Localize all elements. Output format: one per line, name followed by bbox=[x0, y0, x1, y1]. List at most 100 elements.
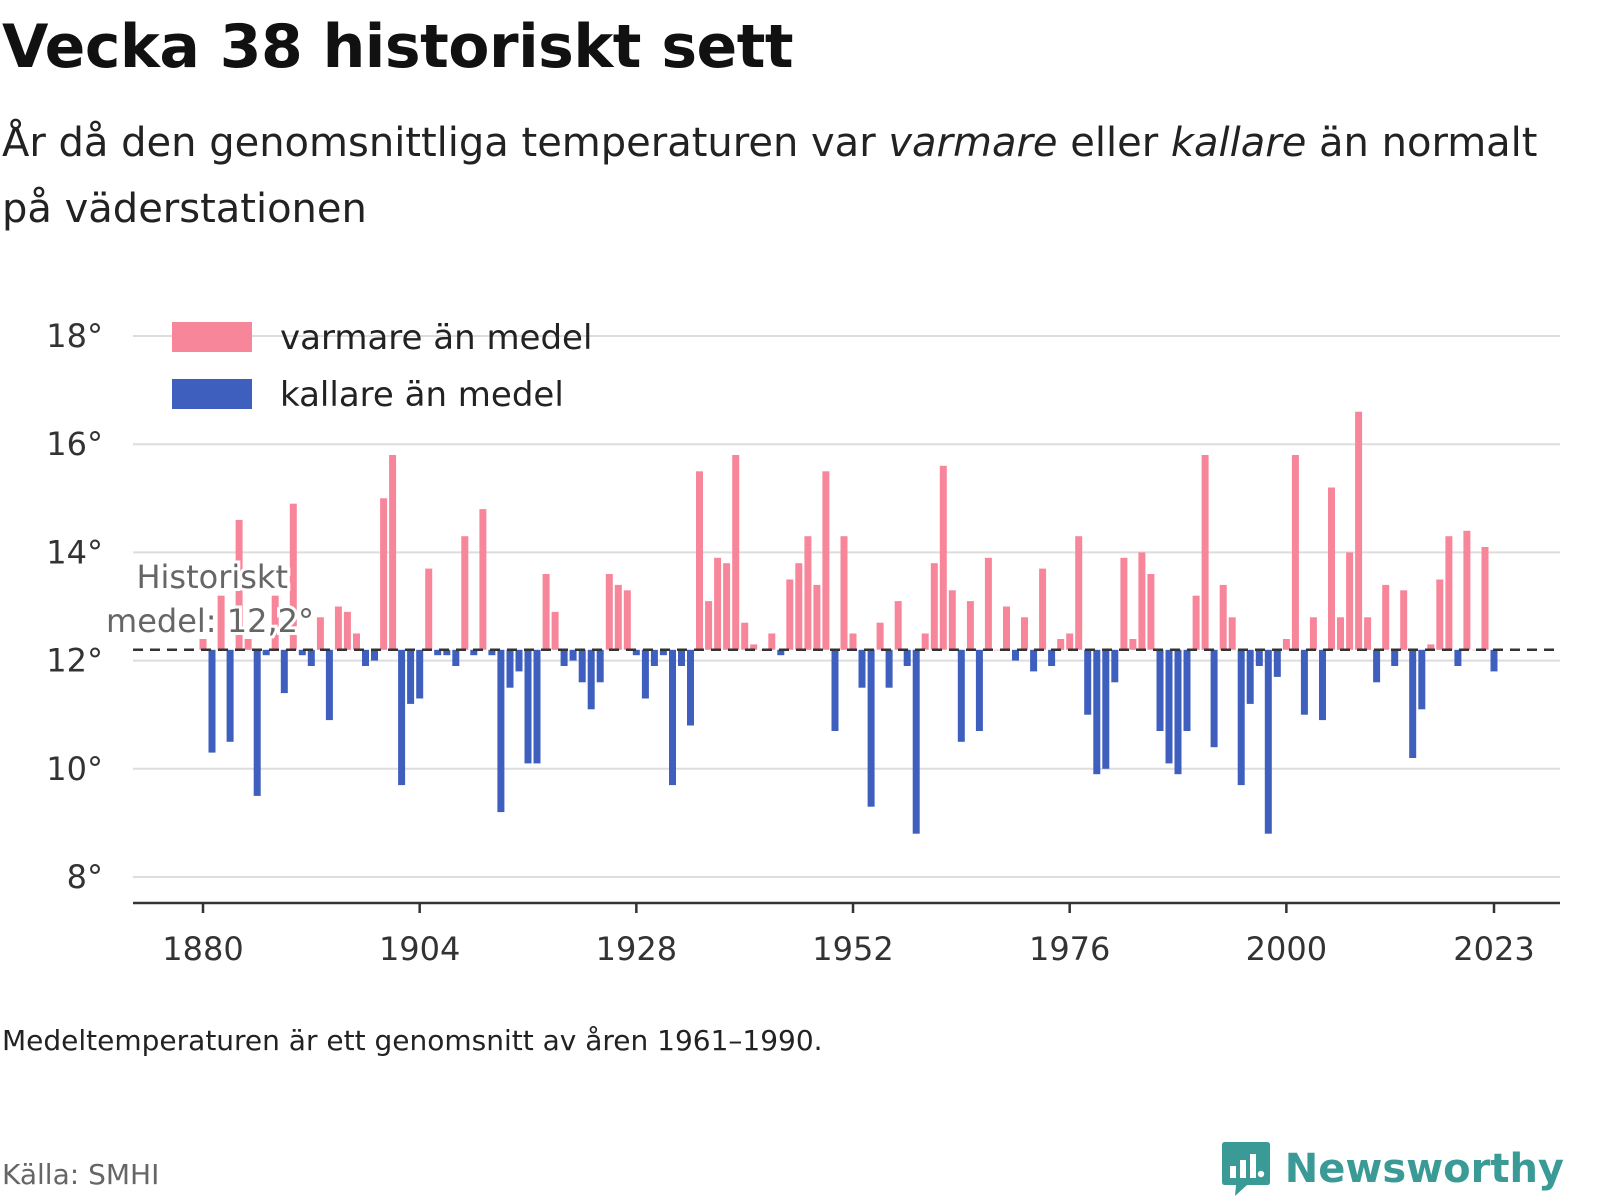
bar-cold bbox=[1030, 649, 1038, 672]
bar-cold bbox=[1373, 649, 1381, 683]
subtitle-part-1: År då den genomsnittliga temperaturen va… bbox=[2, 120, 889, 166]
subtitle-cold-word: kallare bbox=[1170, 120, 1307, 166]
bar-cold bbox=[253, 649, 261, 796]
bar-warm bbox=[705, 601, 713, 650]
bar-cold bbox=[416, 649, 424, 699]
x-tick-label: 1904 bbox=[379, 930, 460, 968]
bar-warm bbox=[966, 601, 974, 650]
bar-warm bbox=[289, 503, 297, 650]
bar-warm bbox=[921, 633, 929, 650]
subtitle-part-3: än normalt på väderstationen bbox=[2, 120, 1538, 232]
x-tick-label: 1880 bbox=[162, 930, 243, 968]
mean-reference: Historiskt medel: 12,2° bbox=[103, 555, 1560, 652]
bar-warm bbox=[551, 611, 559, 650]
bar-warm bbox=[1346, 552, 1354, 650]
bar-cold bbox=[1454, 649, 1462, 666]
y-tick-label: 16° bbox=[46, 425, 103, 463]
bar-cold bbox=[1165, 649, 1173, 764]
bar-cold bbox=[858, 649, 866, 688]
bar-cold bbox=[831, 649, 839, 731]
bar-warm bbox=[542, 574, 550, 650]
bar-warm bbox=[1201, 455, 1209, 650]
bar-warm bbox=[804, 536, 812, 650]
bar-warm bbox=[1147, 574, 1155, 650]
chart-subtitle: År då den genomsnittliga temperaturen va… bbox=[2, 110, 1562, 242]
bar-warm bbox=[353, 633, 360, 650]
bar-cold bbox=[560, 649, 568, 666]
bar-cold bbox=[1273, 649, 1281, 677]
bar-warm bbox=[1192, 595, 1200, 650]
bar-cold bbox=[1084, 649, 1092, 715]
bar-warm bbox=[994, 649, 1001, 651]
bar-cold bbox=[434, 649, 442, 656]
bar-cold bbox=[1246, 649, 1254, 704]
x-tick-label: 1928 bbox=[596, 930, 677, 968]
bar-warm bbox=[948, 590, 956, 650]
bar-cold bbox=[1237, 649, 1245, 786]
bar-warm bbox=[334, 606, 342, 650]
subtitle-warm-word: varmare bbox=[888, 120, 1058, 166]
y-tick-label: 8° bbox=[67, 858, 103, 896]
legend-swatch-cold bbox=[172, 379, 252, 409]
x-tick-label: 2000 bbox=[1246, 930, 1327, 968]
x-tick-label: 1952 bbox=[812, 930, 893, 968]
bar-cold bbox=[1048, 649, 1056, 666]
bar-warm bbox=[1138, 552, 1146, 650]
bar-cold bbox=[587, 649, 595, 710]
brand-logo: Newsworthy bbox=[1221, 1140, 1564, 1198]
bar-warm bbox=[1120, 557, 1128, 650]
bar-warm bbox=[1481, 547, 1489, 650]
y-tick-label: 14° bbox=[46, 533, 103, 571]
y-tick-label: 18° bbox=[46, 317, 103, 355]
bar-warm bbox=[696, 471, 703, 650]
bar-warm bbox=[1282, 639, 1290, 650]
bar-cold bbox=[362, 649, 369, 666]
bar-warm bbox=[723, 563, 731, 650]
bar-warm bbox=[1382, 584, 1390, 650]
bar-warm bbox=[732, 455, 740, 650]
bar-warm bbox=[1039, 568, 1047, 650]
bar-cold bbox=[497, 649, 505, 813]
x-axis: 1880 1904 1928 1952 1976 2000 2023 bbox=[133, 901, 1560, 968]
bar-warm bbox=[244, 639, 252, 650]
bar-cold bbox=[1183, 649, 1191, 731]
legend-swatch-warm bbox=[172, 322, 252, 352]
bar-warm bbox=[840, 536, 848, 650]
bar-cold bbox=[443, 649, 451, 656]
bar-warm bbox=[1436, 579, 1444, 650]
bar-cold bbox=[1102, 649, 1110, 769]
bar-cold bbox=[777, 649, 785, 656]
bar-warm bbox=[235, 519, 243, 650]
bar-cold bbox=[307, 649, 315, 666]
bar-cold bbox=[569, 649, 577, 661]
bar-cold bbox=[1255, 649, 1263, 666]
mean-label-line-2: medel: 12,2° bbox=[106, 602, 314, 640]
bar-warm bbox=[316, 617, 324, 650]
bar-warm bbox=[795, 563, 803, 650]
bar-cold bbox=[1391, 649, 1399, 666]
bar-warm bbox=[1057, 639, 1065, 650]
bar-cold bbox=[1409, 649, 1417, 758]
bar-warm bbox=[425, 568, 433, 650]
bar-cold bbox=[885, 649, 893, 688]
bar-cold bbox=[325, 649, 333, 721]
bar-cold bbox=[687, 649, 694, 726]
bar-cold bbox=[226, 649, 234, 742]
bar-warm bbox=[768, 633, 776, 650]
bar-cold bbox=[912, 649, 920, 834]
bar-chart-speech-bubble-icon bbox=[1221, 1142, 1270, 1196]
y-tick-label: 12° bbox=[46, 642, 103, 680]
bar-warm bbox=[1021, 617, 1028, 650]
source-label: Källa: SMHI bbox=[2, 1158, 160, 1191]
bar-cold bbox=[1111, 649, 1119, 683]
bar-warm bbox=[605, 574, 613, 650]
bar-cold bbox=[470, 649, 478, 656]
bar-warm bbox=[1364, 617, 1372, 650]
bar-cold bbox=[262, 649, 270, 656]
bar-cold bbox=[208, 649, 216, 753]
bar-cold bbox=[1156, 649, 1164, 731]
bar-cold bbox=[1093, 649, 1101, 775]
bar-warm bbox=[984, 557, 992, 650]
bars bbox=[199, 411, 1498, 834]
bar-cold bbox=[280, 649, 288, 694]
